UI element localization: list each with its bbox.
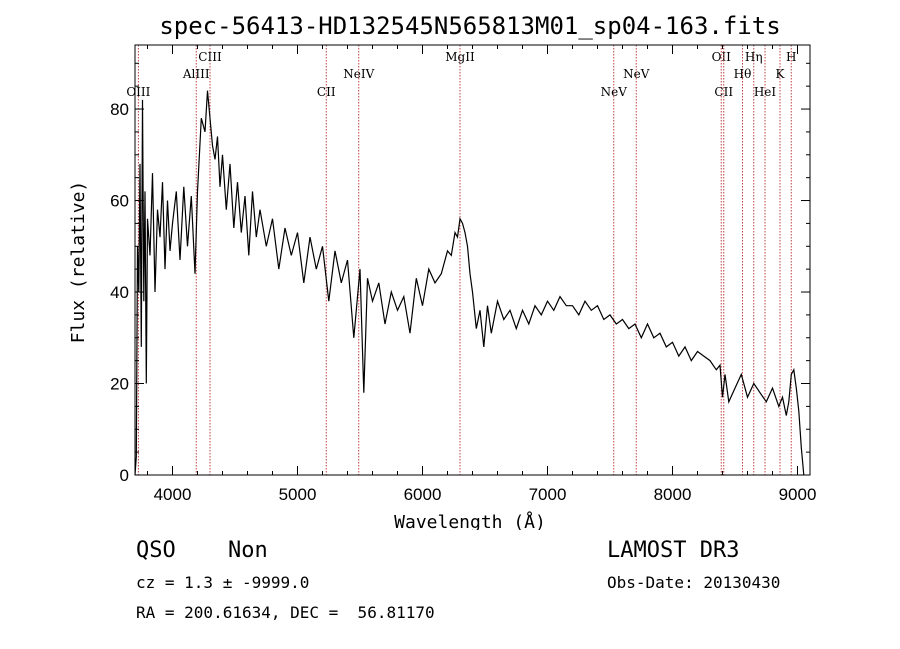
spectral-line-markers: OIIIAlIIICIIICIINeIVMgIINeVNeVOIICIIHθHη… [126,45,796,475]
y-tick-label: 40 [110,283,129,302]
plot-frame [134,44,811,476]
spectral-line-label: CIII [198,50,222,64]
spectral-line-label: Hη [745,50,763,64]
x-tick-label: 6000 [404,485,442,504]
y-tick-label: 60 [110,192,129,211]
survey-name: LAMOST DR3 [607,538,740,563]
flux-series-line [134,90,805,476]
x-tick-label: 8000 [654,485,692,504]
y-tick-label: 20 [110,375,129,394]
spectral-line-label: HeI [754,85,777,99]
y-tick-label: 0 [120,466,129,485]
redshift-text: cz = 1.3 ± -9999.0 [136,573,310,592]
spectral-line-label: OII [712,50,732,64]
x-axis: 4000 5000 6000 7000 8000 9000 [147,45,817,504]
object-subclass: Non [228,538,268,563]
obs-date: Obs-Date: 20130430 [607,573,781,592]
spectral-line-label: H [786,50,796,64]
spectral-line-label: CII [317,85,336,99]
x-tick-label: 4000 [154,485,192,504]
x-axis-label: Wavelength (Å) [394,511,546,530]
spectral-line-label: OIII [126,85,150,99]
spectral-line-label: Hθ [734,67,752,81]
x-tick-label: 5000 [279,485,317,504]
spectral-line-label: MgII [445,50,475,64]
spectral-line-label: NeIV [343,67,374,81]
spectral-line-label: NeV [623,67,650,81]
y-tick-label: 80 [110,100,129,119]
y-axis-label: Flux (relative) [68,181,89,344]
spectral-line-label: K [776,67,786,81]
x-tick-label: 7000 [529,485,567,504]
x-tick-label: 9000 [779,485,817,504]
spectral-line-label: CII [714,85,733,99]
spectrum-chart: spec-56413-HD132545N565813M01_sp04-163.f… [68,12,817,530]
spectral-line-label: AlIII [182,67,210,81]
object-class: QSO [136,538,176,563]
chart-title: spec-56413-HD132545N565813M01_sp04-163.f… [159,12,780,40]
spectral-line-label: NeV [601,85,628,99]
y-axis: 0 20 40 60 80 [110,62,810,485]
coordinates: RA = 200.61634, DEC = 56.81170 [136,603,435,622]
